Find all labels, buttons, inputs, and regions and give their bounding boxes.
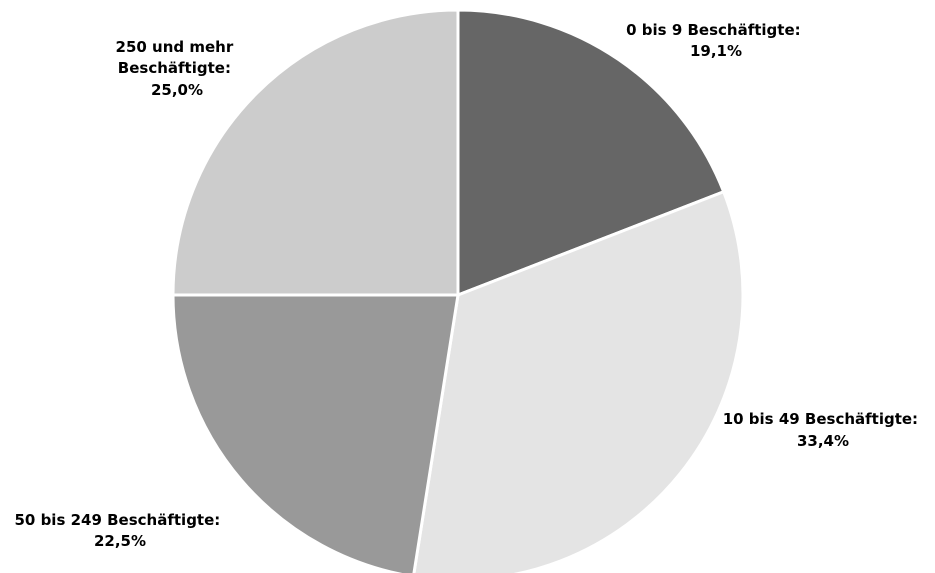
slice-label-50-249: 50 bis 249 Beschäftigte: 22,5% [14, 511, 225, 550]
pie-slice-10-49 [412, 190, 745, 573]
slice-label-250-plus-category-line1: 250 und mehr [116, 38, 234, 56]
slice-label-50-249-category: 50 bis 249 Beschäftigte: [14, 511, 220, 529]
slice-label-250-plus-category-line2: Beschäftigte: [118, 59, 231, 77]
pie-slice-0-9 [456, 8, 726, 297]
slice-label-0-9-category: 0 bis 9 Beschäftigte: [626, 21, 801, 39]
slice-label-10-49: 10 bis 49 Beschäftigte: 33,4% [723, 410, 924, 450]
slice-label-250-plus: 250 und mehr Beschäftigte: 25,0% [116, 38, 239, 99]
slice-label-10-49-value: 33,4% [797, 432, 849, 450]
pie-slices [171, 8, 745, 573]
slice-label-50-249-value: 22,5% [94, 532, 146, 550]
slice-label-0-9: 0 bis 9 Beschäftigte: 19,1% [626, 21, 806, 60]
slice-label-10-49-category: 10 bis 49 Beschäftigte: [723, 410, 918, 428]
pie-slice-250-plus [171, 8, 460, 297]
slice-label-0-9-value: 19,1% [690, 42, 742, 60]
pie-slice-50-249 [171, 293, 460, 573]
slice-label-250-plus-value: 25,0% [151, 81, 203, 99]
